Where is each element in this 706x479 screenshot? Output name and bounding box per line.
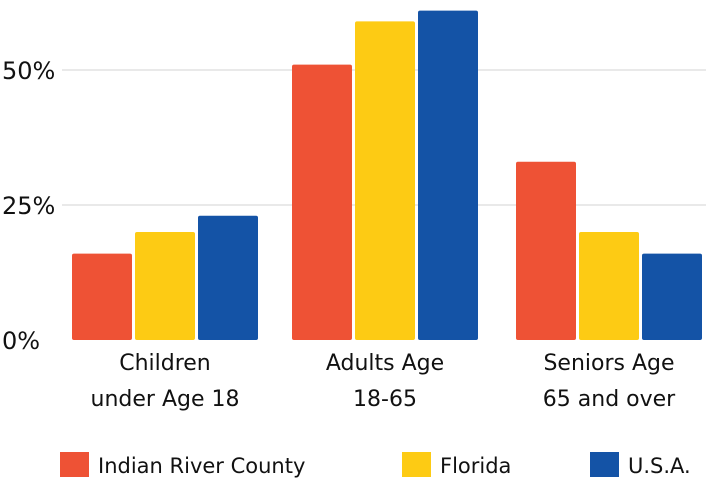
legend-swatch <box>402 452 431 477</box>
x-category-label: 18-65 <box>353 387 417 412</box>
legend-label: Florida <box>440 454 511 478</box>
x-category-label: 65 and over <box>543 387 676 412</box>
legend-swatch <box>590 452 619 477</box>
bar <box>642 253 702 340</box>
x-category-label: under Age 18 <box>91 387 240 412</box>
legend-swatch <box>60 452 89 477</box>
y-tick-label: 25% <box>2 192 55 220</box>
y-tick-label: 50% <box>2 57 55 85</box>
bar <box>292 64 352 340</box>
legend: Indian River County Florida U.S.A. <box>60 452 691 478</box>
bar <box>135 232 195 340</box>
bar <box>355 21 415 341</box>
bar <box>72 253 132 340</box>
x-axis-category-labels: Children under Age 18 Adults Age 18-65 Senio… <box>91 351 677 412</box>
y-axis-tick-labels: 0% 25% 50% <box>2 57 55 355</box>
bars <box>72 10 702 341</box>
y-tick-label: 0% <box>2 327 40 355</box>
bar <box>516 161 576 340</box>
bar <box>579 232 639 340</box>
bar <box>198 215 258 340</box>
bar <box>418 10 478 340</box>
x-category-label: Seniors Age <box>543 351 674 376</box>
x-category-label: Adults Age <box>326 351 444 376</box>
legend-label: U.S.A. <box>628 454 691 478</box>
x-category-label: Children <box>119 351 211 376</box>
legend-label: Indian River County <box>98 454 305 478</box>
